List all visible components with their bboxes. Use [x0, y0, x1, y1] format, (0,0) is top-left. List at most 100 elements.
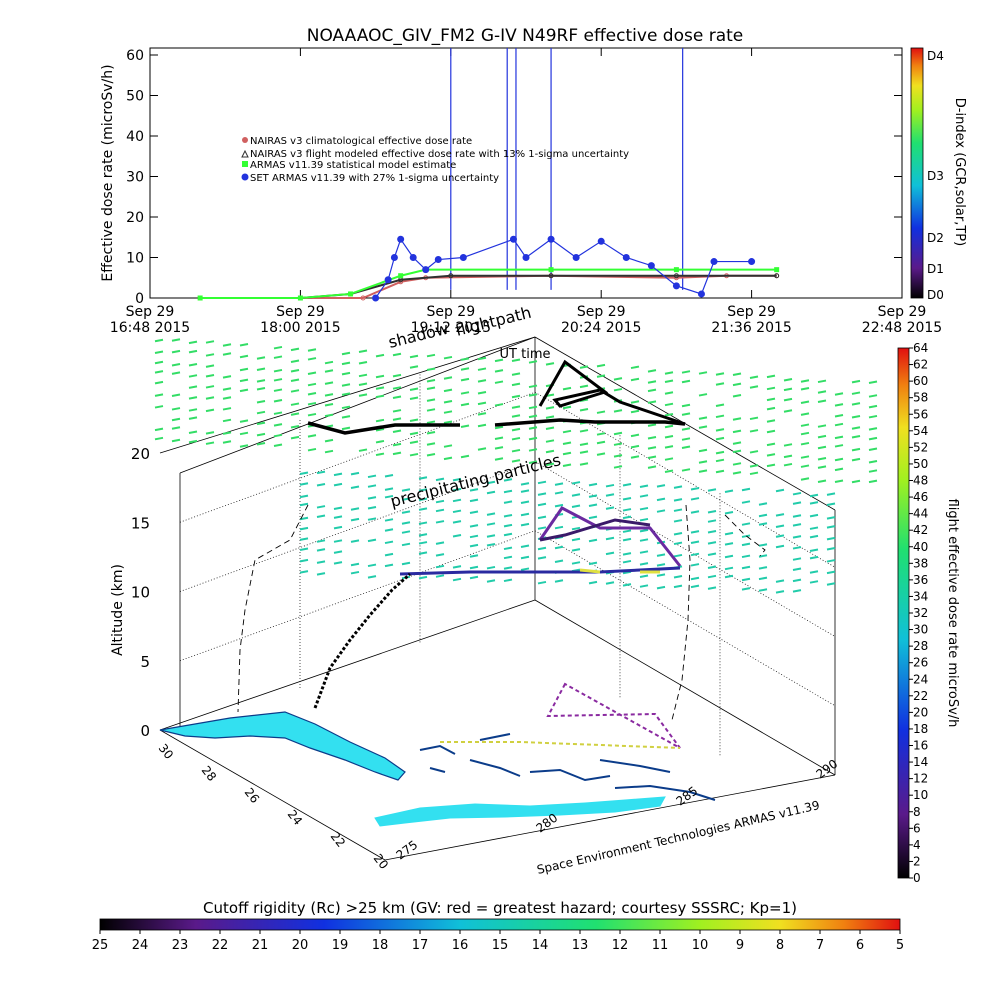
data-point [597, 237, 605, 245]
particle-mark [333, 472, 343, 477]
dose-tick-label: 4 [913, 838, 921, 852]
particle-mark [554, 491, 564, 495]
particle-mark [273, 355, 283, 359]
particle-mark [239, 444, 249, 448]
particle-mark [511, 414, 521, 418]
particle-mark [511, 358, 521, 363]
particle-mark [817, 457, 827, 461]
particle-mark [511, 405, 521, 409]
particle-mark [630, 455, 640, 459]
particle-mark [290, 359, 300, 364]
particle-mark [851, 391, 861, 395]
particle-mark [307, 434, 317, 438]
particle-mark [690, 497, 700, 501]
data-point [697, 290, 705, 298]
particle-mark [324, 449, 334, 454]
particle-mark [290, 402, 300, 406]
particle-mark [766, 374, 776, 379]
particle-mark [435, 574, 445, 578]
particle-mark [775, 488, 785, 493]
particle-mark [749, 464, 759, 468]
particle-mark [715, 469, 725, 474]
particle-mark [834, 422, 844, 427]
rc-tick-label: 5 [896, 938, 904, 953]
particle-mark [299, 494, 309, 499]
particle-mark [341, 415, 351, 419]
data-point [348, 291, 354, 297]
particle-mark [800, 441, 810, 446]
particle-mark [868, 436, 878, 441]
particle-mark [656, 497, 666, 502]
particle-mark [273, 368, 283, 373]
particle-mark [732, 394, 742, 398]
particle-mark [545, 449, 555, 454]
particle-mark [375, 374, 385, 379]
particle-mark [520, 544, 530, 548]
particle-mark [724, 566, 734, 571]
particle-mark [758, 566, 768, 570]
particle-mark [554, 545, 564, 550]
particle-mark [511, 459, 521, 463]
dindex-tick-label: D1 [927, 262, 944, 276]
particle-mark [732, 471, 742, 475]
particle-mark [350, 471, 360, 476]
legend-item-nairas-flight: NAIRAS v3 flight modeled effective dose … [241, 149, 629, 160]
particle-mark [766, 397, 776, 402]
particle-mark [707, 586, 717, 590]
x-tick-label: Sep 29 [727, 304, 776, 320]
particle-mark [639, 494, 649, 498]
particle-mark [460, 391, 470, 395]
particle-mark [766, 419, 776, 423]
particle-mark [486, 522, 496, 526]
particle-mark [758, 554, 768, 558]
altitude-axis-label: Altitude (km) [110, 564, 126, 656]
data-point [509, 235, 517, 243]
legend-item-set-armas: SET ARMAS v11.39 with 27% 1-sigma uncert… [241, 173, 499, 184]
rc-tick-label: 25 [92, 938, 109, 953]
data-point [547, 235, 555, 243]
particle-mark [256, 386, 266, 391]
particle-mark [851, 447, 861, 452]
particle-mark [834, 479, 844, 483]
particle-mark [324, 369, 334, 373]
particle-mark [435, 499, 445, 504]
particle-mark [834, 457, 844, 462]
particle-mark [775, 579, 785, 583]
particle-mark [205, 353, 215, 357]
dose-tick-label: 26 [913, 656, 928, 670]
particle-mark [256, 410, 266, 415]
data-point [459, 254, 467, 261]
particle-mark [562, 429, 572, 434]
particle-mark [154, 350, 164, 355]
x-tick-label: 21:36 2015 [711, 320, 791, 336]
particle-mark [783, 387, 793, 392]
particle-mark [316, 470, 326, 475]
particle-mark [426, 367, 436, 371]
grid-line [179, 530, 536, 662]
particle-mark [290, 347, 300, 352]
particle-mark [384, 528, 394, 532]
particle-mark [571, 493, 581, 497]
dose-tick-label: 64 [913, 341, 928, 355]
particle-mark [792, 491, 802, 496]
particle-mark [545, 462, 555, 467]
particle-mark [834, 403, 844, 407]
particle-mark [800, 400, 810, 404]
x-tick-label: Sep 29 [577, 304, 626, 320]
particle-mark [537, 480, 547, 485]
particle-mark [367, 484, 377, 488]
particle-mark [409, 452, 419, 457]
particle-mark [299, 558, 309, 563]
particle-mark [367, 538, 377, 543]
particle-mark [596, 432, 606, 436]
box-grid-lines [179, 374, 836, 758]
particle-mark [299, 482, 309, 486]
particle-mark [273, 443, 283, 447]
particle-mark [503, 532, 513, 537]
particle-mark [868, 447, 878, 452]
particle-mark [588, 538, 598, 543]
particle-mark [664, 457, 674, 461]
particle-mark [384, 494, 394, 499]
rc-tick-label: 7 [816, 938, 824, 953]
particle-mark [809, 570, 819, 574]
